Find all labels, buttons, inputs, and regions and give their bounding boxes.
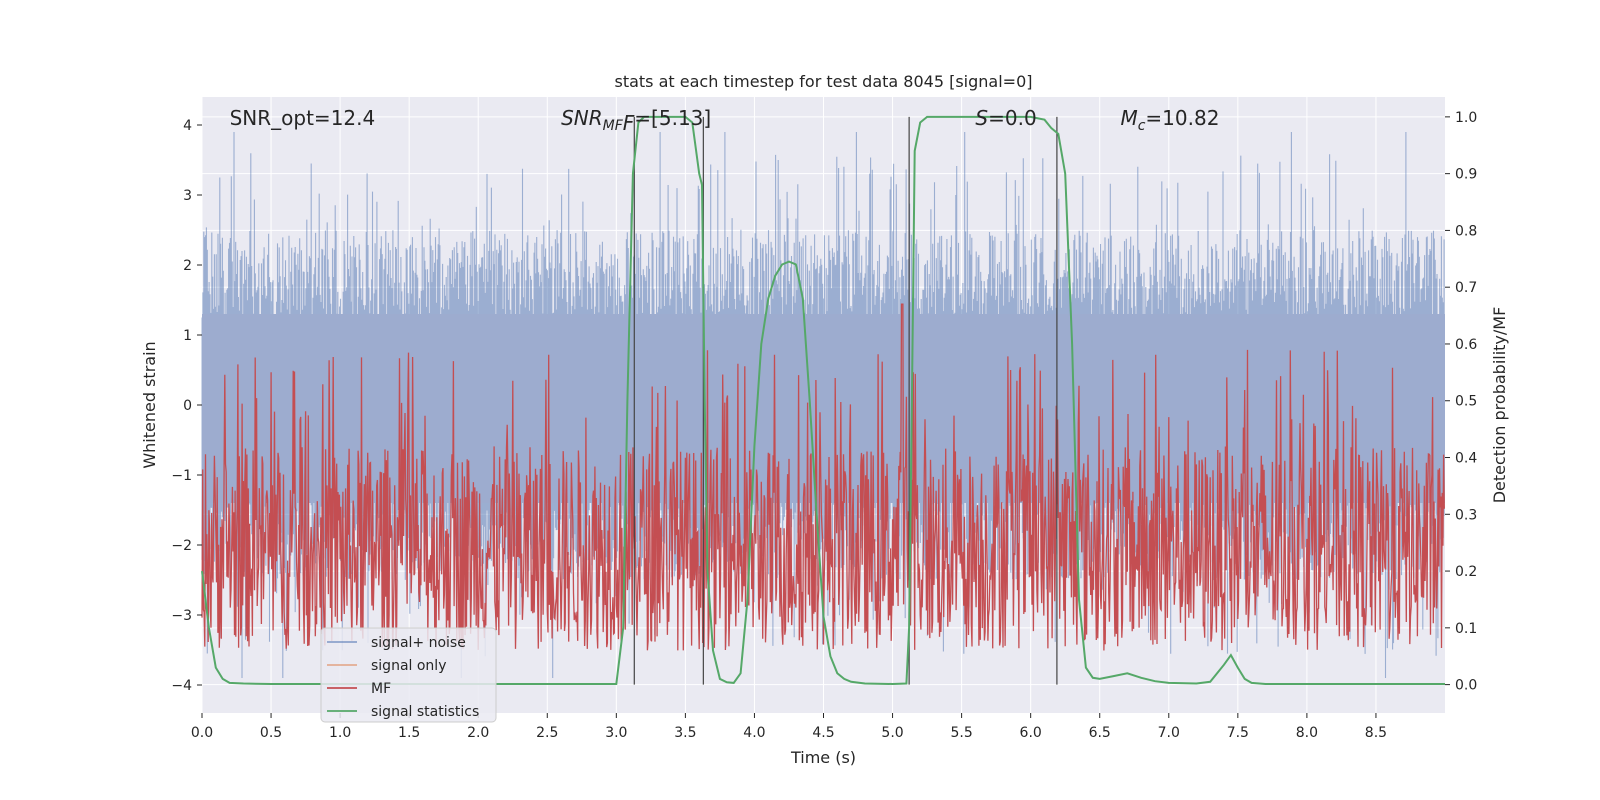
annotation-main: M xyxy=(1120,106,1137,130)
y-left-tick-label: 0 xyxy=(183,398,192,414)
y-right-tick-label: 0.2 xyxy=(1455,564,1477,580)
annotation-subscript: c xyxy=(1138,118,1146,134)
x-tick-label: 0.5 xyxy=(260,725,282,741)
y-left-tick-label: 1 xyxy=(183,328,192,344)
annotation-main: S xyxy=(975,106,988,130)
annotation-rest: =[5.13] xyxy=(634,106,711,130)
x-tick-label: 2.0 xyxy=(467,725,489,741)
annotation-main: SNR xyxy=(561,106,603,130)
annotations: SNR_opt=12.4 SNRMFF=[5.13] S=0.0 Mc=10.82 xyxy=(230,106,1220,135)
y-left-tick-label: −4 xyxy=(171,678,192,694)
legend: signal+ noise signal only MF signal statist… xyxy=(320,627,497,723)
x-tick-label: 6.0 xyxy=(1020,725,1042,741)
x-tick-label: 8.5 xyxy=(1365,725,1387,741)
y-left-tick-label: 2 xyxy=(183,258,192,274)
x-tick-label: 7.0 xyxy=(1158,725,1180,741)
legend-label: signal+ noise xyxy=(371,635,466,651)
y-left-tick-label: 4 xyxy=(183,118,192,134)
x-axis-label: Time (s) xyxy=(790,748,856,767)
mf-trace xyxy=(201,303,1445,651)
chart-title: stats at each timestep for test data 804… xyxy=(614,72,1032,91)
series-signal-statistics xyxy=(201,115,1445,686)
y-axis-right-ticks: 1.0 0.9 0.8 0.7 0.6 0.5 0.4 0.3 0.2 0.1 0.0 xyxy=(1445,110,1477,694)
x-tick-label: 4.5 xyxy=(812,725,834,741)
x-tick-label: 0.0 xyxy=(191,725,213,741)
annotation-rest: =0.0 xyxy=(988,106,1037,130)
y-right-tick-label: 0.0 xyxy=(1455,678,1477,694)
y-right-tick-label: 0.1 xyxy=(1455,621,1477,637)
y-right-tick-label: 0.7 xyxy=(1455,280,1477,296)
x-tick-label: 5.0 xyxy=(881,725,903,741)
y-left-tick-label: −3 xyxy=(171,608,192,624)
legend-label: signal statistics xyxy=(371,704,479,720)
signal-statistics-trace xyxy=(201,115,1445,686)
y-right-tick-label: 0.5 xyxy=(1455,394,1477,410)
y-axis-right-label: Detection probability/MF xyxy=(1490,307,1509,504)
annotation-main: SNR_opt=12.4 xyxy=(230,106,376,130)
x-tick-label: 8.0 xyxy=(1296,725,1318,741)
annotation-italic-f: F xyxy=(623,111,635,135)
series-mf xyxy=(201,303,1445,651)
x-tick-label: 6.5 xyxy=(1089,725,1111,741)
annotation-text: Mc=10.82 xyxy=(1120,106,1219,134)
y-left-tick-label: −1 xyxy=(171,468,192,484)
y-right-tick-label: 1.0 xyxy=(1455,110,1477,126)
y-right-tick-label: 0.6 xyxy=(1455,337,1477,353)
legend-box xyxy=(320,627,497,723)
annotation-text: SNR_opt=12.4 xyxy=(230,106,376,130)
annotation-rest: =10.82 xyxy=(1145,106,1219,130)
annotation-text: SNRMFF=[5.13] xyxy=(561,106,711,135)
annotation-text: S=0.0 xyxy=(975,106,1036,130)
x-axis-ticks: 0.0 0.5 1.0 1.5 2.0 2.5 3.0 3.5 4.0 4.5 5.0 5.5 6.0 6… xyxy=(191,713,1387,741)
y-left-tick-label: 3 xyxy=(183,188,192,204)
y-right-tick-label: 0.3 xyxy=(1455,507,1477,523)
x-tick-label: 1.5 xyxy=(398,725,420,741)
y-axis-left-ticks: 4 3 2 1 0 −1 −2 −3 −4 xyxy=(171,118,202,694)
y-right-tick-label: 0.8 xyxy=(1455,223,1477,239)
x-tick-label: 7.5 xyxy=(1227,725,1249,741)
x-tick-label: 4.0 xyxy=(743,725,765,741)
x-tick-label: 3.5 xyxy=(674,725,696,741)
legend-label: signal only xyxy=(371,658,446,674)
x-tick-label: 3.0 xyxy=(605,725,627,741)
x-tick-label: 2.5 xyxy=(536,725,558,741)
y-right-tick-label: 0.9 xyxy=(1455,167,1477,183)
x-tick-label: 1.0 xyxy=(329,725,351,741)
y-left-tick-label: −2 xyxy=(171,538,192,554)
annotation-subscript: MF xyxy=(603,118,624,134)
y-axis-left-label: Whitened strain xyxy=(140,341,159,468)
x-tick-label: 5.5 xyxy=(950,725,972,741)
y-right-tick-label: 0.4 xyxy=(1455,451,1477,467)
legend-label: MF xyxy=(371,681,391,697)
